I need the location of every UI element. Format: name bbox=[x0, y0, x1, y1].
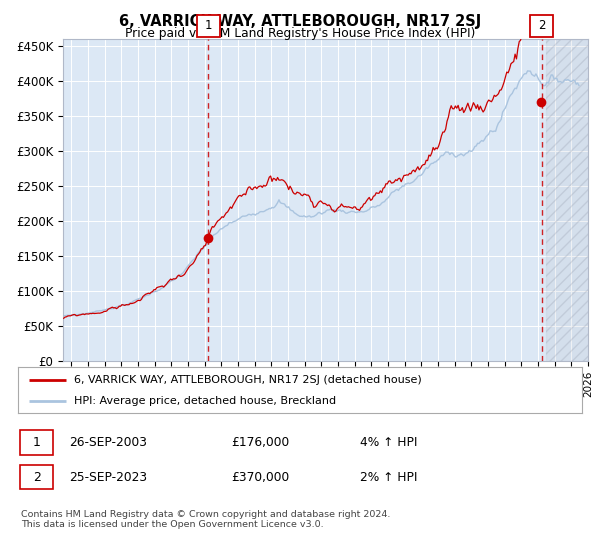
Text: Price paid vs. HM Land Registry's House Price Index (HPI): Price paid vs. HM Land Registry's House … bbox=[125, 27, 475, 40]
Text: 26-SEP-2003: 26-SEP-2003 bbox=[69, 436, 147, 449]
Text: Contains HM Land Registry data © Crown copyright and database right 2024.
This d: Contains HM Land Registry data © Crown c… bbox=[21, 510, 391, 529]
Text: HPI: Average price, detached house, Breckland: HPI: Average price, detached house, Brec… bbox=[74, 396, 337, 406]
Text: 6, VARRICK WAY, ATTLEBOROUGH, NR17 2SJ (detached house): 6, VARRICK WAY, ATTLEBOROUGH, NR17 2SJ (… bbox=[74, 375, 422, 385]
Bar bbox=[547, 39, 593, 361]
Text: £370,000: £370,000 bbox=[231, 470, 289, 484]
Text: £176,000: £176,000 bbox=[231, 436, 289, 449]
Text: 4% ↑ HPI: 4% ↑ HPI bbox=[360, 436, 418, 449]
Text: 2: 2 bbox=[32, 470, 41, 484]
Text: 2% ↑ HPI: 2% ↑ HPI bbox=[360, 470, 418, 484]
Text: 1: 1 bbox=[205, 19, 212, 32]
Text: 25-SEP-2023: 25-SEP-2023 bbox=[69, 470, 147, 484]
Text: 6, VARRICK WAY, ATTLEBOROUGH, NR17 2SJ: 6, VARRICK WAY, ATTLEBOROUGH, NR17 2SJ bbox=[119, 14, 481, 29]
Bar bbox=[547, 39, 593, 361]
Text: 2: 2 bbox=[538, 19, 545, 32]
Text: 1: 1 bbox=[32, 436, 41, 449]
